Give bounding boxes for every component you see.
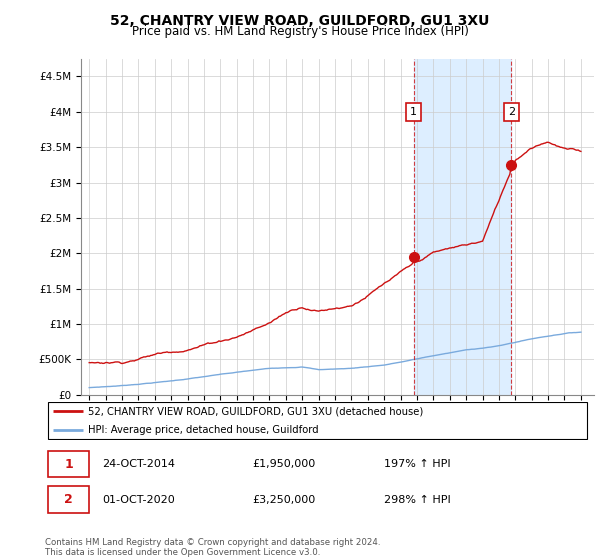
- FancyBboxPatch shape: [48, 402, 587, 439]
- Text: 01-OCT-2020: 01-OCT-2020: [103, 494, 175, 505]
- Bar: [414, 59, 511, 395]
- FancyBboxPatch shape: [48, 486, 89, 513]
- Text: 197% ↑ HPI: 197% ↑ HPI: [383, 459, 450, 469]
- Text: Price paid vs. HM Land Registry's House Price Index (HPI): Price paid vs. HM Land Registry's House …: [131, 25, 469, 38]
- Text: £3,250,000: £3,250,000: [253, 494, 316, 505]
- Text: 2: 2: [508, 107, 515, 117]
- Text: 1: 1: [64, 458, 73, 470]
- Text: 1: 1: [410, 107, 417, 117]
- Text: £1,950,000: £1,950,000: [253, 459, 316, 469]
- Text: 2: 2: [64, 493, 73, 506]
- Text: Contains HM Land Registry data © Crown copyright and database right 2024.
This d: Contains HM Land Registry data © Crown c…: [45, 538, 380, 557]
- Text: 298% ↑ HPI: 298% ↑ HPI: [383, 494, 450, 505]
- Text: HPI: Average price, detached house, Guildford: HPI: Average price, detached house, Guil…: [88, 424, 318, 435]
- Text: 24-OCT-2014: 24-OCT-2014: [103, 459, 175, 469]
- FancyBboxPatch shape: [48, 451, 89, 477]
- Text: 52, CHANTRY VIEW ROAD, GUILDFORD, GU1 3XU (detached house): 52, CHANTRY VIEW ROAD, GUILDFORD, GU1 3X…: [88, 407, 423, 417]
- Text: 52, CHANTRY VIEW ROAD, GUILDFORD, GU1 3XU: 52, CHANTRY VIEW ROAD, GUILDFORD, GU1 3X…: [110, 14, 490, 28]
